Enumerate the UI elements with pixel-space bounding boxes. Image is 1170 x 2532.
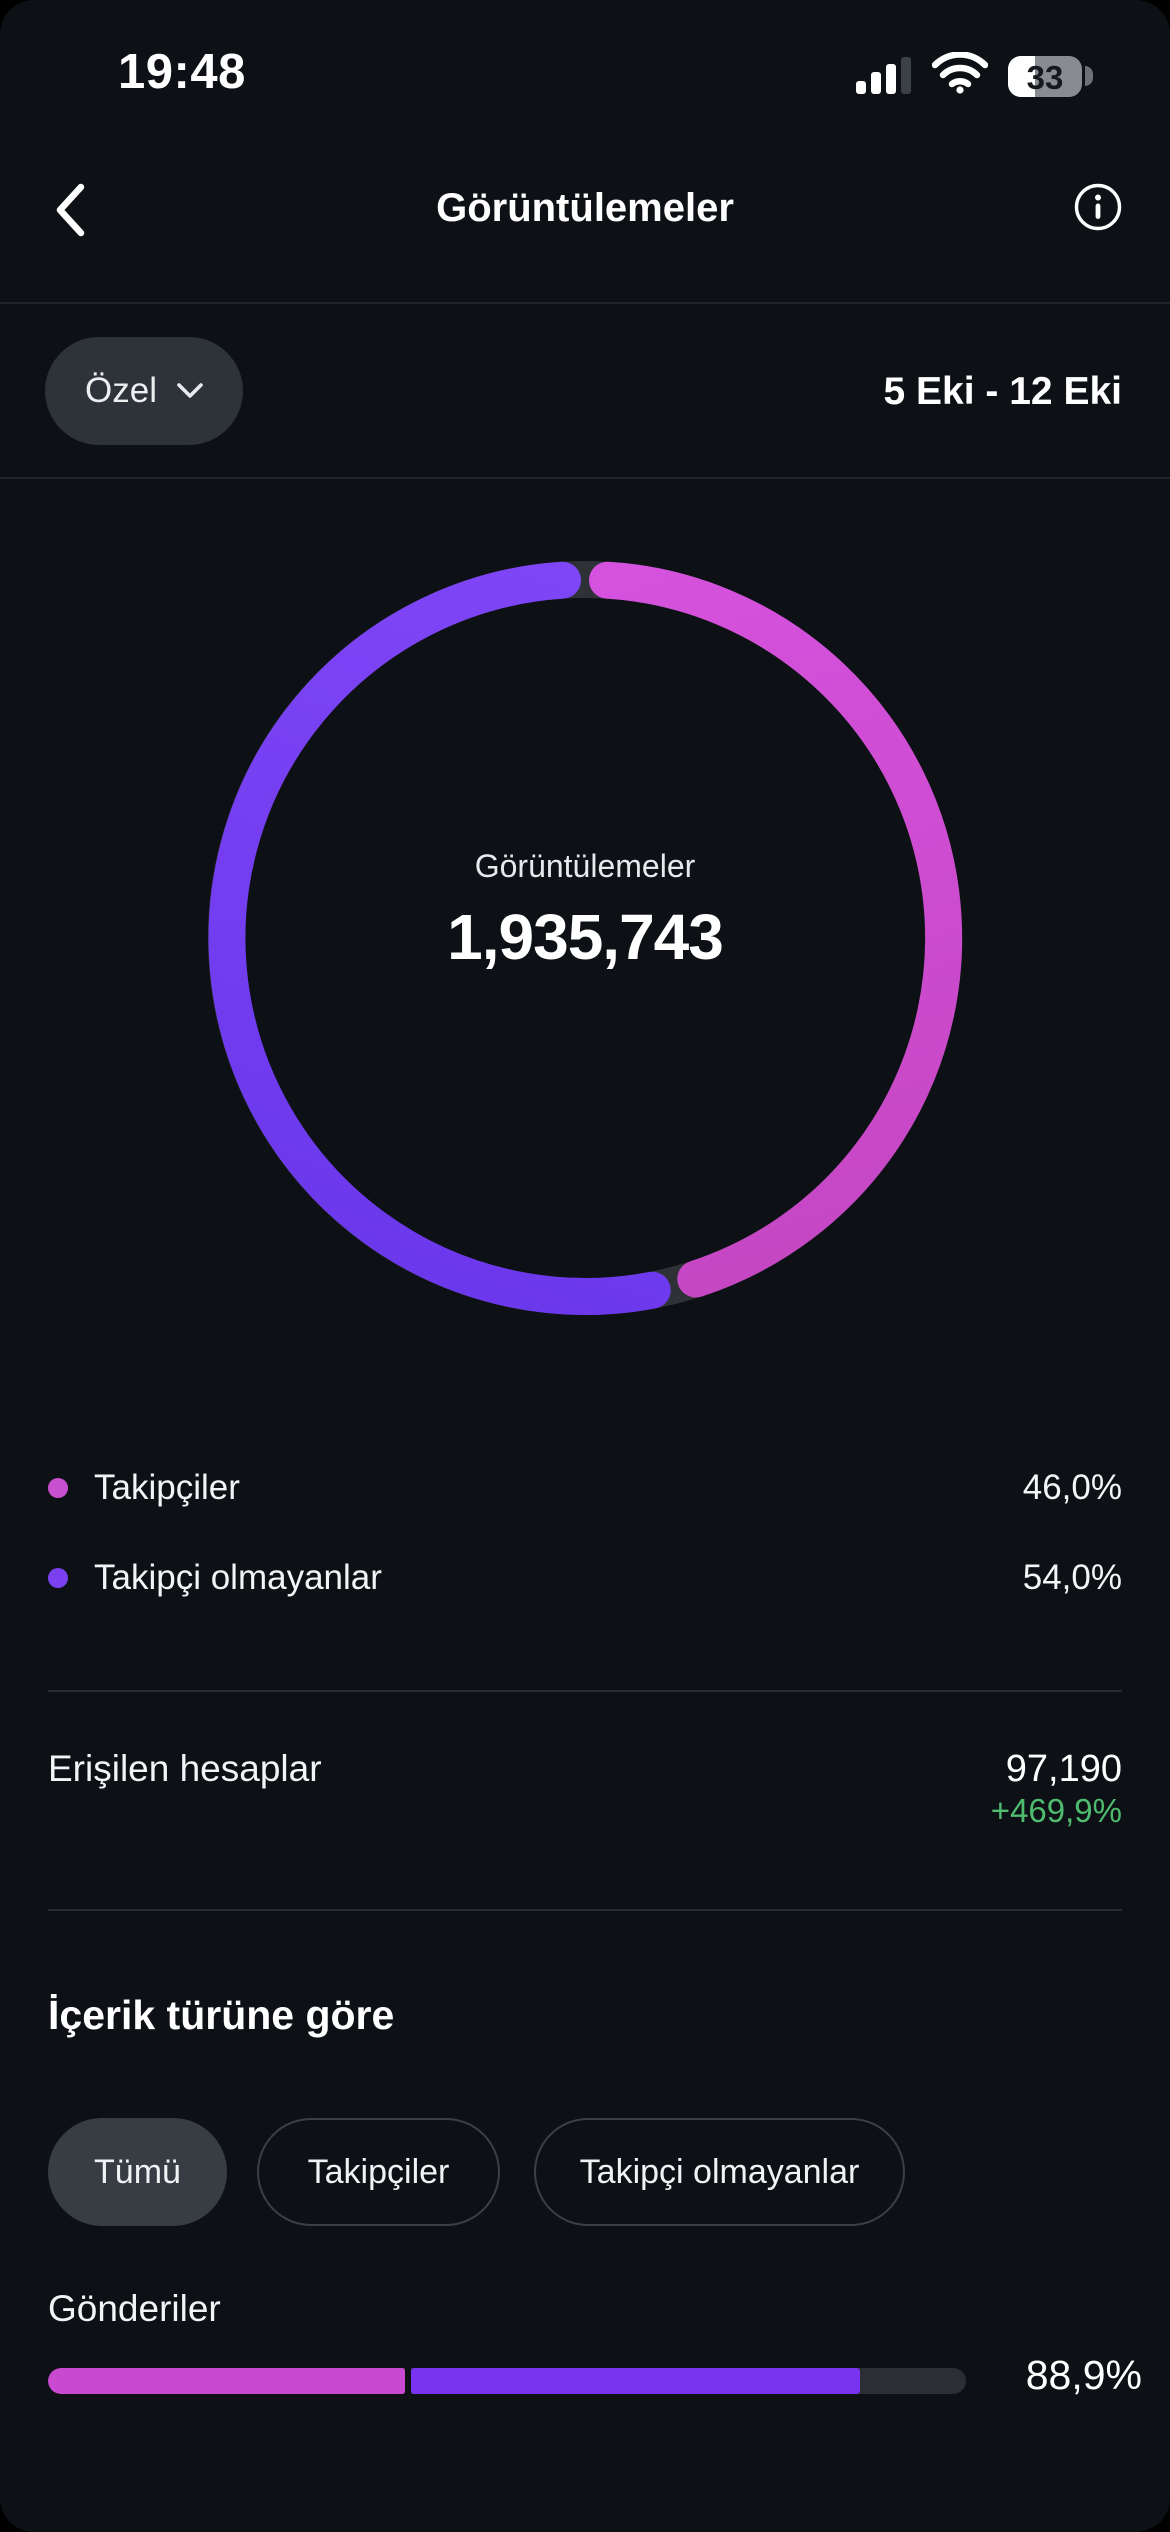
- legend-value: 46,0%: [1022, 1468, 1122, 1507]
- status-time: 19:48: [118, 45, 246, 99]
- legend-dot-purple: [48, 1568, 68, 1588]
- legend-value: 54,0%: [1022, 1558, 1122, 1597]
- tab-label: Takipçi olmayanlar: [579, 2152, 860, 2191]
- views-donut-chart: Görüntülemeler 1,935,743: [195, 548, 975, 1328]
- tab-all[interactable]: Tümü: [48, 2118, 227, 2226]
- back-button[interactable]: [40, 178, 100, 242]
- chevron-left-icon: [56, 183, 85, 237]
- donut-center-value: 1,935,743: [447, 901, 724, 973]
- donut-segment-nonfollowers: [208, 561, 671, 1315]
- battery-nub: [1085, 66, 1093, 86]
- donut-segment-followers: [589, 561, 963, 1298]
- chevron-down-icon: [177, 383, 203, 398]
- date-range-label: 5 Eki - 12 Eki: [883, 370, 1122, 413]
- posts-percent-value: 88,9%: [1025, 2352, 1142, 2398]
- tab-followers[interactable]: Takipçiler: [257, 2118, 500, 2226]
- page-title: Görüntülemeler: [436, 186, 734, 230]
- divider: [48, 1690, 1122, 1692]
- battery-icon: 33: [1008, 56, 1082, 97]
- posts-bar-gap: [405, 2368, 411, 2394]
- posts-progress-bar: [48, 2368, 966, 2394]
- tab-label: Tümü: [94, 2152, 181, 2191]
- info-icon: [1074, 183, 1122, 231]
- battery-fill: [1008, 56, 1035, 97]
- legend-label: Takipçi olmayanlar: [94, 1558, 382, 1597]
- posts-bar-followers-segment: [48, 2368, 405, 2394]
- reached-accounts-row: Erişilen hesaplar 97,190: [48, 1748, 1122, 1791]
- divider: [48, 1909, 1122, 1911]
- legend-row-nonfollowers: Takipçi olmayanlar 54,0%: [0, 1542, 1170, 1614]
- legend-label: Takipçiler: [94, 1468, 240, 1507]
- posts-bar-nonfollowers-segment: [411, 2368, 860, 2394]
- legend-dot-pink: [48, 1478, 68, 1498]
- cellular-signal-icon: [856, 56, 918, 94]
- info-button[interactable]: [1072, 181, 1124, 233]
- reached-accounts-label: Erişilen hesaplar: [48, 1748, 322, 1789]
- date-filter-label: Özel: [85, 371, 157, 410]
- reached-accounts-value: 97,190: [1005, 1748, 1122, 1790]
- divider: [0, 302, 1170, 304]
- date-filter-dropdown[interactable]: Özel: [45, 337, 243, 445]
- divider: [0, 477, 1170, 479]
- battery-percent: 33: [1026, 59, 1064, 96]
- posts-label: Gönderiler: [48, 2288, 221, 2329]
- tab-nonfollowers[interactable]: Takipçi olmayanlar: [534, 2118, 905, 2226]
- tab-label: Takipçiler: [307, 2152, 450, 2191]
- wifi-icon: [931, 51, 989, 99]
- legend-row-followers: Takipçiler 46,0%: [0, 1452, 1170, 1524]
- donut-center-label: Görüntülemeler: [474, 848, 696, 884]
- reached-accounts-delta: +469,9%: [990, 1792, 1122, 1829]
- content-type-heading: İçerik türüne göre: [48, 1992, 395, 2038]
